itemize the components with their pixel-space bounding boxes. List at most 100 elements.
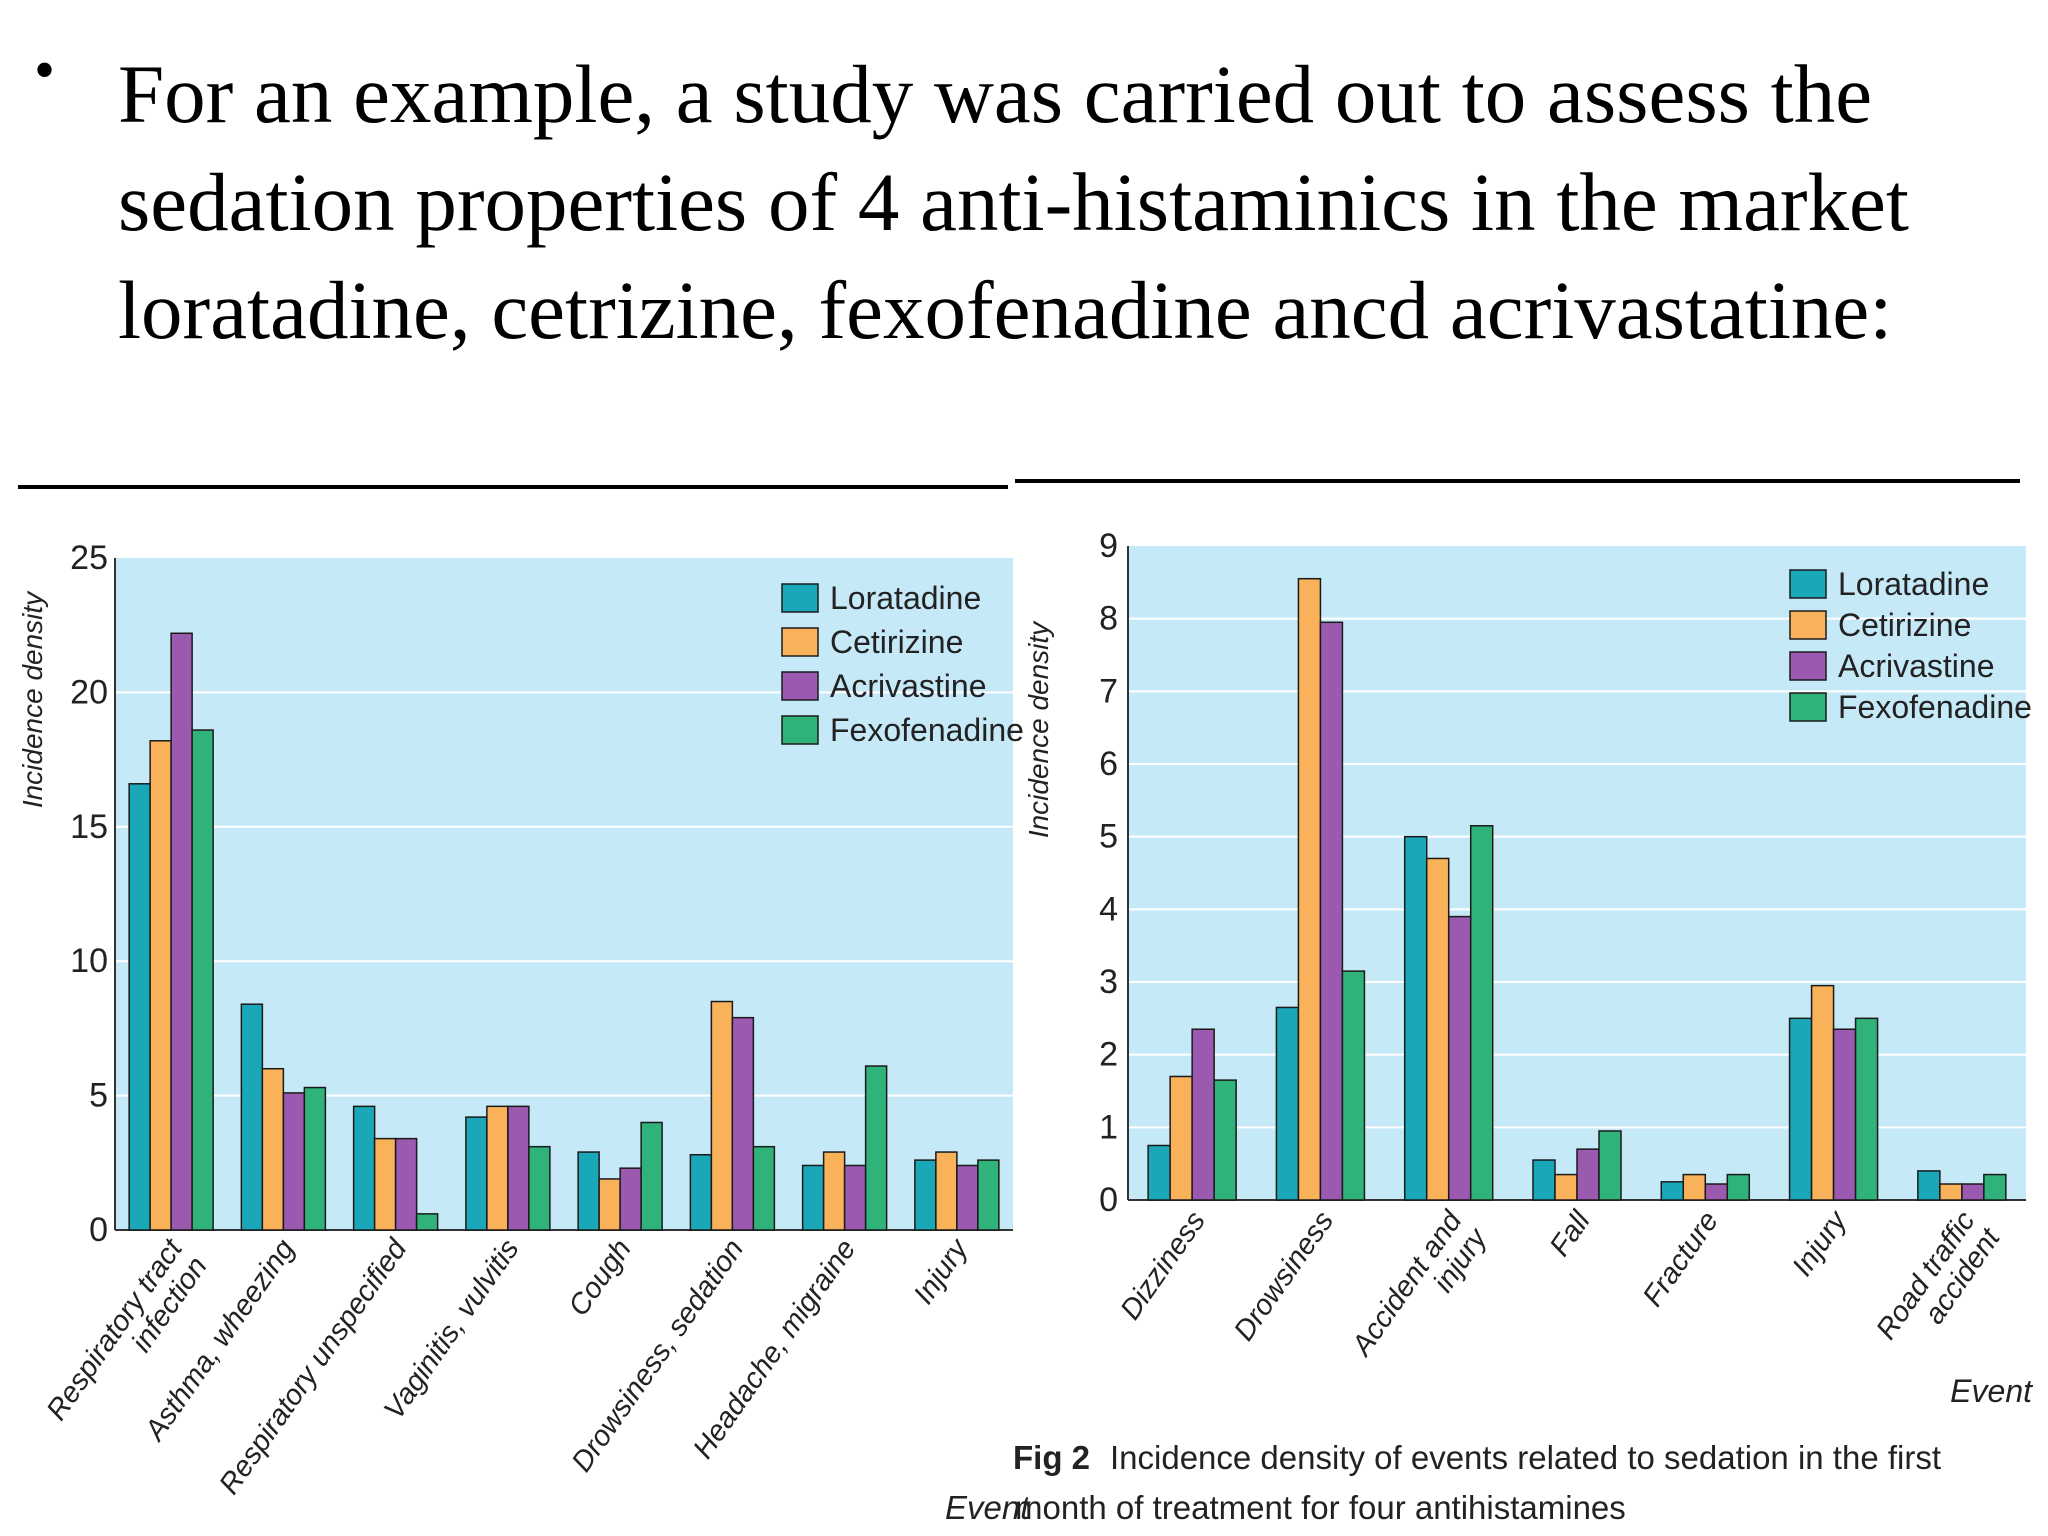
bar-fexofenadine bbox=[1469, 825, 1494, 1201]
bar-loratadine bbox=[1788, 1017, 1813, 1201]
bar-fexofenadine bbox=[1854, 1017, 1879, 1201]
bar-cetirizine bbox=[486, 1105, 509, 1231]
bar-loratadine bbox=[240, 1003, 264, 1231]
y-tick-label: 6 bbox=[1099, 745, 1118, 783]
bar-cetirizine bbox=[1169, 1075, 1193, 1201]
category-label: Injury bbox=[908, 1232, 976, 1310]
bar-fexofenadine bbox=[640, 1121, 663, 1231]
bar-loratadine bbox=[352, 1105, 376, 1231]
y-tick-label: 5 bbox=[1099, 818, 1118, 856]
bar-fexofenadine bbox=[1213, 1079, 1237, 1201]
bar-loratadine bbox=[465, 1116, 488, 1231]
bar-cetirizine bbox=[1297, 577, 1322, 1201]
legend-label: Acrivastine bbox=[1838, 648, 1995, 684]
caption-line2: month of treatment for four antihistamin… bbox=[1015, 1489, 1626, 1526]
bar-cetirizine bbox=[598, 1178, 621, 1231]
legend-label: Cetirizine bbox=[830, 624, 963, 660]
bar-fexofenadine bbox=[191, 729, 214, 1231]
bar-loratadine bbox=[1147, 1144, 1171, 1201]
bar-acrivastine bbox=[1191, 1028, 1215, 1201]
category-label: Respiratory unspecified bbox=[213, 1233, 414, 1500]
bar-acrivastine bbox=[956, 1164, 979, 1231]
slide-body-text: For an example, a study was carried out … bbox=[118, 48, 1909, 356]
category-label: Fracture bbox=[1637, 1206, 1725, 1313]
chart-incidence-by-event: 0 1 2 3 4 5 6 7 8 9 Incidence density Dizziness Drow… bbox=[1023, 527, 2033, 1409]
y-tick-label: 9 bbox=[1099, 527, 1118, 565]
bar-loratadine bbox=[914, 1159, 937, 1231]
y-axis-label: Incidence density bbox=[17, 590, 48, 808]
bar-cetirizine bbox=[1939, 1183, 1963, 1201]
caption-fig-label: Fig 2 bbox=[1013, 1439, 1091, 1476]
legend-label: Loratadine bbox=[1838, 566, 1989, 602]
category-label: Injury bbox=[1786, 1204, 1854, 1282]
bar-acrivastine bbox=[507, 1105, 530, 1231]
bar-fexofenadine bbox=[864, 1065, 888, 1231]
bar-acrivastine bbox=[1832, 1028, 1857, 1201]
category-label: Dizziness bbox=[1114, 1206, 1211, 1326]
bar-acrivastine bbox=[282, 1092, 306, 1231]
bar-fexofenadine bbox=[1341, 970, 1366, 1201]
legend-swatch bbox=[781, 671, 819, 701]
bar-fexofenadine bbox=[415, 1213, 439, 1231]
bar-acrivastine bbox=[1319, 621, 1344, 1201]
bar-fexofenadine bbox=[1726, 1173, 1751, 1201]
category-label: Fall bbox=[1544, 1204, 1598, 1262]
bar-loratadine bbox=[1403, 835, 1428, 1201]
bar-acrivastine bbox=[731, 1016, 755, 1231]
bar-loratadine bbox=[801, 1164, 825, 1231]
y-tick-label: 20 bbox=[70, 673, 108, 711]
y-tick-label: 3 bbox=[1099, 963, 1118, 1001]
bar-loratadine bbox=[128, 783, 151, 1231]
legend-label: Cetirizine bbox=[1838, 607, 1971, 643]
category-label: Accident andinjury bbox=[1345, 1204, 1494, 1380]
bar-loratadine bbox=[577, 1151, 600, 1231]
category-label: Cough bbox=[563, 1234, 638, 1322]
legend-swatch bbox=[1789, 651, 1827, 681]
y-tick-label: 0 bbox=[89, 1211, 108, 1249]
bullet-marker: • bbox=[34, 37, 56, 103]
bar-loratadine bbox=[1532, 1159, 1556, 1201]
legend-label: Fexofenadine bbox=[1838, 689, 2032, 725]
bar-cetirizine bbox=[1810, 984, 1835, 1201]
bar-acrivastine bbox=[1576, 1148, 1600, 1201]
legend-swatch bbox=[781, 583, 819, 613]
legend-label: Loratadine bbox=[830, 580, 981, 616]
bar-fexofenadine bbox=[528, 1145, 551, 1231]
y-tick-label: 25 bbox=[70, 539, 108, 577]
legend-swatch bbox=[1789, 692, 1827, 722]
category-label: Road trafficaccident bbox=[1870, 1204, 2007, 1363]
bar-acrivastine bbox=[1447, 915, 1472, 1201]
y-tick-label: 10 bbox=[70, 942, 108, 980]
y-axis-label: Incidence density bbox=[1023, 620, 1054, 838]
bar-loratadine bbox=[689, 1153, 713, 1231]
bar-fexofenadine bbox=[1983, 1173, 2007, 1201]
bar-cetirizine bbox=[149, 740, 172, 1231]
bar-cetirizine bbox=[822, 1151, 846, 1231]
bar-cetirizine bbox=[710, 1000, 734, 1231]
divider-left bbox=[18, 485, 1008, 489]
divider-right bbox=[1015, 479, 2020, 483]
bar-cetirizine bbox=[1425, 857, 1450, 1201]
y-tick-label: 4 bbox=[1099, 890, 1118, 928]
plot-area bbox=[1128, 546, 2026, 1200]
legend-label: Acrivastine bbox=[830, 668, 987, 704]
bar-fexofenadine bbox=[1598, 1130, 1622, 1201]
caption-line1: Incidence density of events related to s… bbox=[1110, 1439, 1941, 1476]
bar-loratadine bbox=[1917, 1170, 1941, 1201]
bar-cetirizine bbox=[935, 1151, 958, 1231]
y-tick-label: 0 bbox=[1099, 1181, 1118, 1219]
x-axis-label: Event bbox=[1950, 1373, 2033, 1409]
bar-acrivastine bbox=[1704, 1183, 1729, 1201]
bar-acrivastine bbox=[394, 1137, 418, 1231]
bar-acrivastine bbox=[843, 1164, 867, 1231]
y-tick-label: 15 bbox=[70, 808, 108, 846]
bar-fexofenadine bbox=[303, 1086, 327, 1231]
y-tick-label: 8 bbox=[1099, 600, 1118, 638]
y-tick-label: 5 bbox=[89, 1077, 108, 1115]
bar-loratadine bbox=[1275, 1006, 1300, 1201]
bar-fexofenadine bbox=[977, 1159, 1000, 1231]
caption-prefix: Event bbox=[945, 1489, 1030, 1526]
legend-swatch bbox=[781, 627, 819, 657]
bar-acrivastine bbox=[170, 632, 193, 1231]
